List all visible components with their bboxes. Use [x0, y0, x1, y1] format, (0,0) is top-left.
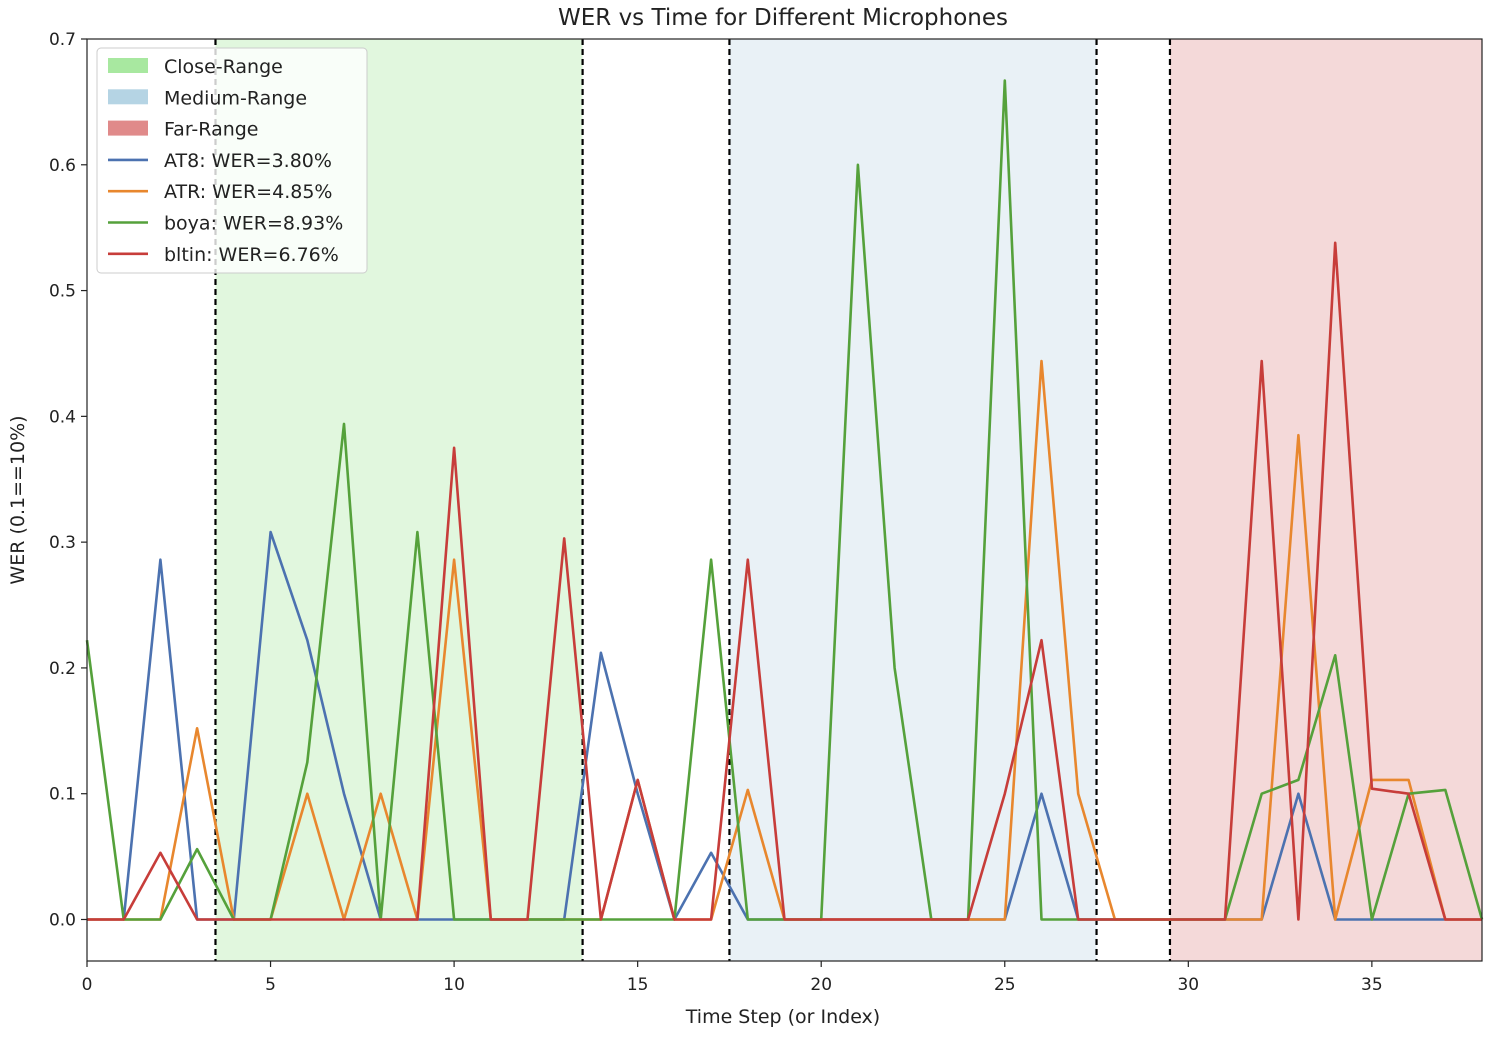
legend-label-boya: boya: WER=8.93% — [164, 213, 343, 235]
legend-label-medium-range: Medium-Range — [164, 87, 307, 109]
x-axis-ticks: 0 5 10 15 20 25 30 35 — [82, 961, 1383, 995]
x-tick-label: 25 — [994, 975, 1016, 995]
region-medium-range — [729, 39, 1097, 961]
series-line-bltin — [87, 241, 1482, 921]
y-axis-ticks: 0.0 0.1 0.2 0.3 0.4 0.5 0.6 0.7 — [49, 30, 87, 930]
legend-swatch-far-range — [108, 120, 148, 136]
chart-title: WER vs Time for Different Microphones — [558, 5, 1008, 31]
y-axis-title: WER (0.1==10%) — [7, 415, 29, 584]
x-axis-title: Time Step (or Index) — [685, 1006, 880, 1028]
region-far-range — [1169, 39, 1482, 961]
x-tick-label: 15 — [627, 975, 649, 995]
legend-label-at8: AT8: WER=3.80% — [164, 150, 332, 172]
y-tick-label: 0.3 — [49, 533, 76, 553]
y-tick-label: 0.7 — [49, 30, 76, 50]
series-lines — [85, 79, 1484, 921]
x-tick-label: 35 — [1361, 975, 1383, 995]
legend-swatch-close-range — [108, 58, 148, 73]
y-tick-label: 0.5 — [49, 282, 76, 302]
y-tick-label: 0.0 — [49, 910, 76, 930]
legend-label-close-range: Close-Range — [164, 56, 283, 78]
plot-frame — [86, 38, 1483, 962]
x-tick-label: 20 — [810, 975, 832, 995]
legend: Close-Range Medium-Range Far-Range AT8: WER… — [96, 47, 368, 274]
legend-label-bltin: bltin: WER=6.76% — [164, 244, 339, 266]
x-tick-label: 30 — [1177, 975, 1199, 995]
y-tick-label: 0.6 — [49, 156, 76, 176]
x-tick-label: 5 — [265, 975, 276, 995]
x-tick-label: 0 — [82, 975, 93, 995]
legend-label-atr: ATR: WER=4.85% — [164, 181, 332, 203]
y-tick-label: 0.2 — [49, 659, 76, 679]
y-tick-label: 0.4 — [49, 407, 76, 427]
range-regions — [215, 39, 1482, 961]
legend-label-far-range: Far-Range — [164, 119, 259, 141]
legend-swatch-medium-range — [108, 89, 148, 105]
x-tick-label: 10 — [443, 975, 465, 995]
legend-box — [96, 47, 368, 274]
y-tick-label: 0.1 — [49, 785, 76, 805]
